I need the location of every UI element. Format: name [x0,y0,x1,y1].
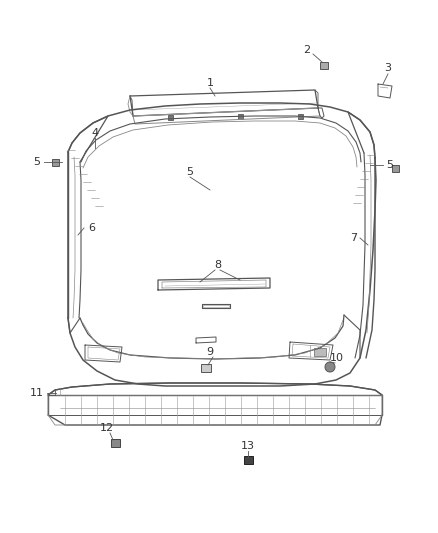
Text: 12: 12 [100,423,114,433]
Text: 5: 5 [33,157,40,167]
Bar [52,158,59,166]
Bar [110,439,120,447]
Bar [314,348,326,356]
Bar [320,61,328,69]
Bar [392,165,399,172]
Bar [237,114,243,118]
Text: 2: 2 [304,45,311,55]
Circle shape [325,362,335,372]
Text: 3: 3 [385,63,392,73]
Bar [201,364,211,372]
Bar [244,456,252,464]
Text: 7: 7 [350,233,357,243]
Text: 5: 5 [386,160,393,170]
Text: 5: 5 [187,167,194,177]
Text: 4: 4 [92,128,99,138]
Text: 9: 9 [206,347,214,357]
Text: 11: 11 [30,388,44,398]
Bar [167,115,173,119]
Bar [297,114,303,118]
Text: 13: 13 [241,441,255,451]
Text: 1: 1 [206,78,213,88]
Text: 10: 10 [330,353,344,363]
Text: 8: 8 [215,260,222,270]
Text: 6: 6 [88,223,95,233]
